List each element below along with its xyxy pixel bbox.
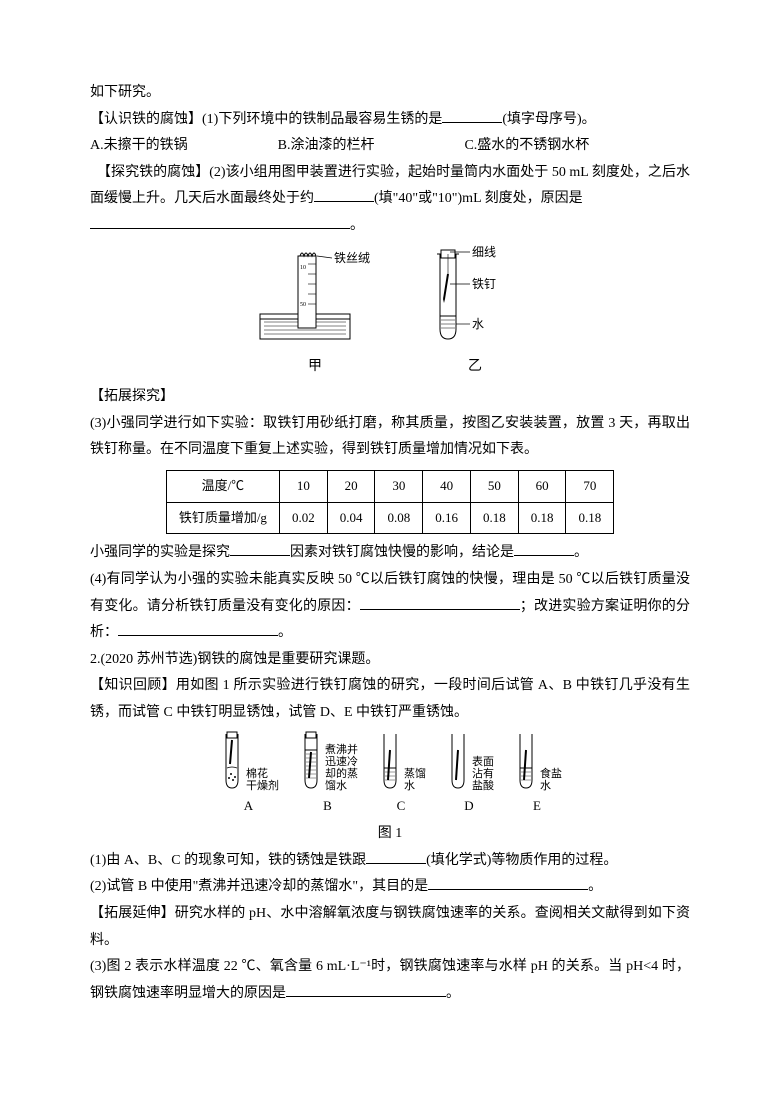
sq1-b: (填化学式)等物质作用的过程。 (426, 853, 617, 868)
td: 0.18 (470, 502, 518, 534)
tube-a-label: 棉花 干燥剂 (246, 768, 279, 792)
q2-blank-line: 。 (90, 213, 690, 240)
blank-sq3[interactable] (286, 982, 446, 997)
tube-b-letter: B (323, 794, 332, 819)
td: 70 (566, 470, 614, 502)
q3-para: (3)小强同学进行如下实验：取铁钉用砂纸打磨，称其质量，按图乙安装装置，放置 3… (90, 411, 690, 464)
td: 50 (470, 470, 518, 502)
page: 如下研究。 【认识铁的腐蚀】(1)下列环境中的铁制品最容易生锈的是 (填字母序号)… (0, 0, 780, 1103)
sq2-b: 。 (588, 879, 602, 894)
expand-header: 【拓展探究】 (90, 384, 690, 411)
data-table: 温度/℃ 10 20 30 40 50 60 70 铁钉质量增加/g 0.02 … (166, 470, 614, 534)
recall-para: 【知识回顾】用如图 1 所示实验进行铁钉腐蚀的研究，一段时间后试管 A、B 中铁… (90, 673, 690, 726)
blank-q4-reason[interactable] (360, 595, 520, 610)
blank-q2a[interactable] (314, 187, 374, 202)
tube-c-label: 蒸馏 水 (404, 768, 426, 792)
q3b-line: 小强同学的实验是探究 因素对铁钉腐蚀快慢的影响，结论是 。 (90, 540, 690, 567)
q2020-line: 2.(2020 苏州节选)钢铁的腐蚀是重要研究课题。 (90, 647, 690, 674)
figure-yi: 细线 铁钉 水 乙 (420, 244, 530, 381)
figure-jia-yi: 10 50 铁丝绒 甲 (90, 244, 690, 381)
label-nail: 铁钉 (472, 277, 496, 291)
blank-sq1[interactable] (366, 849, 426, 864)
tube-b-label: 煮沸并 迅速冷 却的蒸 馏水 (325, 744, 358, 792)
tube-d-label: 表面 沾有 盐酸 (472, 756, 494, 792)
td: 0.02 (279, 502, 327, 534)
q2-para: 【探究铁的腐蚀】(2)该小组用图甲装置进行实验，起始时量筒内水面处于 50 mL… (90, 160, 690, 213)
sq2-line: (2)试管 B 中使用"煮沸并迅速冷却的蒸馏水"，其目的是 。 (90, 874, 690, 901)
td: 0.04 (327, 502, 375, 534)
option-a[interactable]: A.未擦干的铁锅 (90, 133, 188, 160)
q1-tail: (填字母序号)。 (502, 112, 595, 127)
td: 0.18 (566, 502, 614, 534)
svg-text:50: 50 (300, 302, 306, 308)
sq1-line: (1)由 A、B、C 的现象可知，铁的锈蚀是铁跟 (填化学式)等物质作用的过程。 (90, 848, 690, 875)
td: 10 (279, 470, 327, 502)
label-iron-wool: 铁丝绒 (334, 251, 370, 265)
intro-line: 如下研究。 (90, 80, 690, 107)
tube-c-letter: C (397, 794, 406, 819)
q3b-a: 小强同学的实验是探究 (90, 545, 230, 560)
tube-c: 蒸馏 水 C (376, 730, 426, 819)
th: 铁钉质量增加/g (166, 502, 279, 534)
option-b[interactable]: B.涂油漆的栏杆 (278, 133, 375, 160)
blank-sq2[interactable] (428, 875, 588, 890)
caption-jia: 甲 (308, 354, 322, 381)
td: 60 (518, 470, 566, 502)
td: 0.18 (518, 502, 566, 534)
q2-text-c: 。 (350, 218, 364, 233)
q4-para: (4)有同学认为小强的实验未能真实反映 50 ℃以后铁钉腐蚀的快慢，理由是 50… (90, 567, 690, 647)
q3b-c: 。 (574, 545, 588, 560)
figure-jia: 10 50 铁丝绒 甲 (250, 244, 380, 381)
tube-d-letter: D (464, 794, 473, 819)
q1-head: 【认识铁的腐蚀】(1)下列环境中的铁制品最容易生锈的是 (90, 112, 442, 127)
tube-e: 食盐 水 E (512, 730, 562, 819)
td: 40 (423, 470, 471, 502)
table-row: 铁钉质量增加/g 0.02 0.04 0.08 0.16 0.18 0.18 0… (166, 502, 613, 534)
tube-d: 表面 沾有 盐酸 D (444, 730, 494, 819)
tube-b-svg (297, 730, 325, 792)
q4-c: 。 (278, 625, 292, 640)
q1-line: 【认识铁的腐蚀】(1)下列环境中的铁制品最容易生锈的是 (填字母序号)。 (90, 107, 690, 134)
figure-tubes: 棉花 干燥剂 A 煮沸并 迅速冷 却 (90, 730, 690, 819)
tube-a: 棉花 干燥剂 A (218, 730, 279, 819)
blank-q3-factor[interactable] (230, 541, 290, 556)
td: 20 (327, 470, 375, 502)
table-row: 温度/℃ 10 20 30 40 50 60 70 (166, 470, 613, 502)
tube-d-svg (444, 730, 472, 792)
svg-text:10: 10 (300, 265, 306, 271)
sq3-line: (3)图 2 表示水样温度 22 ℃、氧含量 6 mL·L⁻¹时，钢铁腐蚀速率与… (90, 954, 690, 1007)
tube-a-svg (218, 730, 246, 792)
blank-q2reason[interactable] (90, 214, 350, 229)
q2-text-b: (填"40"或"10")mL 刻度处，原因是 (374, 191, 583, 206)
blank-q3-conclusion[interactable] (514, 541, 574, 556)
tube-c-svg (376, 730, 404, 792)
label-thread: 细线 (472, 245, 496, 259)
tube-e-svg (512, 730, 540, 792)
figure1-caption: 图 1 (90, 821, 690, 848)
ext-para: 【拓展延伸】研究水样的 pH、水中溶解氧浓度与钢铁腐蚀速率的关系。查阅相关文献得… (90, 901, 690, 954)
tube-b: 煮沸并 迅速冷 却的蒸 馏水 B (297, 730, 358, 819)
blank-q4-improve[interactable] (118, 621, 278, 636)
sq1-a: (1)由 A、B、C 的现象可知，铁的锈蚀是铁跟 (90, 853, 366, 868)
th: 温度/℃ (166, 470, 279, 502)
tube-a-letter: A (244, 794, 253, 819)
td: 0.08 (375, 502, 423, 534)
q3b-b: 因素对铁钉腐蚀快慢的影响，结论是 (290, 545, 514, 560)
label-water: 水 (472, 317, 484, 331)
apparatus-yi-svg: 细线 铁钉 水 (420, 244, 530, 354)
apparatus-jia-svg: 10 50 铁丝绒 (250, 244, 380, 354)
tube-e-letter: E (533, 794, 541, 819)
sq2-a: (2)试管 B 中使用"煮沸并迅速冷却的蒸馏水"，其目的是 (90, 879, 428, 894)
td: 30 (375, 470, 423, 502)
sq3-b: 。 (446, 986, 460, 1001)
blank-q1[interactable] (442, 108, 502, 123)
q1-options: A.未擦干的铁锅 B.涂油漆的栏杆 C.盛水的不锈钢水杯 (90, 133, 690, 160)
tube-e-label: 食盐 水 (540, 768, 562, 792)
caption-yi: 乙 (468, 354, 482, 381)
td: 0.16 (423, 502, 471, 534)
option-c[interactable]: C.盛水的不锈钢水杯 (464, 133, 589, 160)
